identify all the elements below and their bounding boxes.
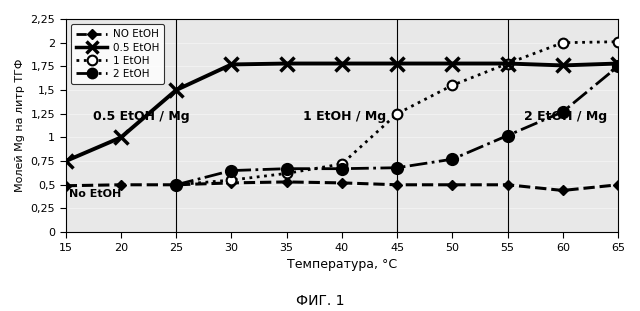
Text: 0.5 EtOH / Mg: 0.5 EtOH / Mg	[93, 110, 190, 123]
Line: 0.5 EtOH: 0.5 EtOH	[59, 57, 625, 168]
1 EtOH	[338, 162, 346, 166]
NO EtOH	[504, 183, 511, 187]
0.5 EtOH	[504, 62, 511, 65]
Text: 2 EtOH / Mg: 2 EtOH / Mg	[524, 110, 607, 123]
Text: No EtOH: No EtOH	[69, 189, 122, 199]
NO EtOH	[283, 180, 291, 184]
NO EtOH	[117, 183, 125, 187]
NO EtOH	[449, 183, 456, 187]
1 EtOH	[283, 172, 291, 175]
NO EtOH	[228, 181, 236, 185]
1 EtOH	[393, 112, 401, 116]
1 EtOH	[228, 178, 236, 182]
0.5 EtOH	[283, 62, 291, 65]
Line: NO EtOH: NO EtOH	[62, 179, 621, 194]
NO EtOH	[338, 181, 346, 185]
NO EtOH	[393, 183, 401, 187]
Y-axis label: Молей Мg на литр ТГФ: Молей Мg на литр ТГФ	[15, 59, 25, 192]
0.5 EtOH	[62, 159, 70, 163]
0.5 EtOH	[228, 63, 236, 66]
2 EtOH	[393, 166, 401, 169]
Text: ФИГ. 1: ФИГ. 1	[296, 294, 344, 308]
2 EtOH	[614, 64, 622, 68]
0.5 EtOH	[338, 62, 346, 65]
NO EtOH	[172, 183, 180, 187]
2 EtOH	[283, 167, 291, 170]
NO EtOH	[614, 183, 622, 187]
1 EtOH	[172, 183, 180, 187]
0.5 EtOH	[117, 136, 125, 139]
2 EtOH	[228, 169, 236, 172]
1 EtOH	[614, 40, 622, 44]
1 EtOH	[504, 62, 511, 65]
NO EtOH	[559, 188, 566, 192]
Line: 2 EtOH: 2 EtOH	[171, 61, 623, 190]
2 EtOH	[559, 110, 566, 114]
0.5 EtOH	[449, 62, 456, 65]
Line: 1 EtOH: 1 EtOH	[172, 37, 623, 190]
2 EtOH	[338, 167, 346, 170]
NO EtOH	[62, 184, 70, 188]
2 EtOH	[449, 157, 456, 161]
2 EtOH	[172, 183, 180, 187]
0.5 EtOH	[559, 63, 566, 67]
Legend: NO EtOH, 0.5 EtOH, 1 EtOH, 2 EtOH: NO EtOH, 0.5 EtOH, 1 EtOH, 2 EtOH	[71, 24, 164, 84]
0.5 EtOH	[172, 88, 180, 92]
0.5 EtOH	[393, 62, 401, 65]
1 EtOH	[559, 41, 566, 44]
1 EtOH	[449, 83, 456, 87]
0.5 EtOH	[614, 62, 622, 65]
X-axis label: Температура, °С: Температура, °С	[287, 258, 397, 271]
Text: 1 EtOH / Mg: 1 EtOH / Mg	[303, 110, 387, 123]
2 EtOH	[504, 134, 511, 137]
